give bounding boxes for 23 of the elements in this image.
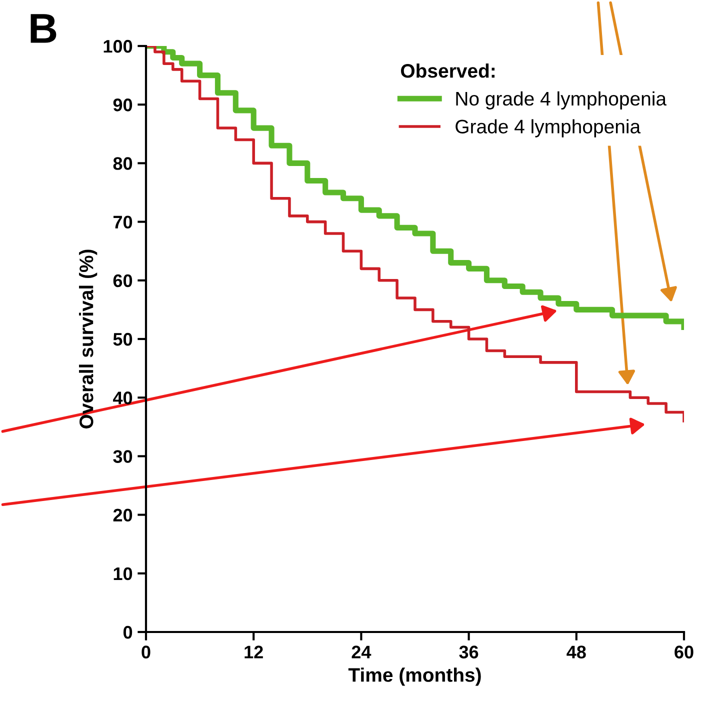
- y-tick-label: 100: [104, 40, 132, 53]
- y-tick-label: 10: [114, 567, 132, 580]
- x-tick-label: 48: [566, 646, 586, 658]
- x-tick-label: 24: [352, 646, 372, 658]
- y-tick-label: 30: [113, 450, 132, 463]
- x-axis-title: Time (months): [348, 668, 481, 686]
- y-axis-title: Overall survival (%): [79, 250, 98, 428]
- y-tick-label: 20: [113, 508, 132, 522]
- y-tick-label: 70: [114, 216, 132, 229]
- text: B: [30, 14, 56, 43]
- y-tick-label: 0: [123, 626, 132, 639]
- legend-title: Observed:: [401, 64, 495, 78]
- y-tick-label: 90: [113, 98, 132, 112]
- y-tick-label: 60: [113, 274, 132, 288]
- legend-label: Grade 4 lymphopenia: [456, 119, 641, 138]
- x-tick-label: 60: [674, 646, 694, 658]
- x-tick-label: 12: [244, 646, 263, 658]
- x-tick-label: 36: [459, 646, 478, 658]
- y-tick-label: 50: [113, 332, 132, 346]
- y-tick-label: 80: [113, 157, 132, 170]
- legend-label: No grade 4 lymphopenia: [456, 91, 667, 110]
- x-tick-label: 0: [142, 646, 150, 658]
- y-tick-label: 40: [113, 392, 132, 404]
